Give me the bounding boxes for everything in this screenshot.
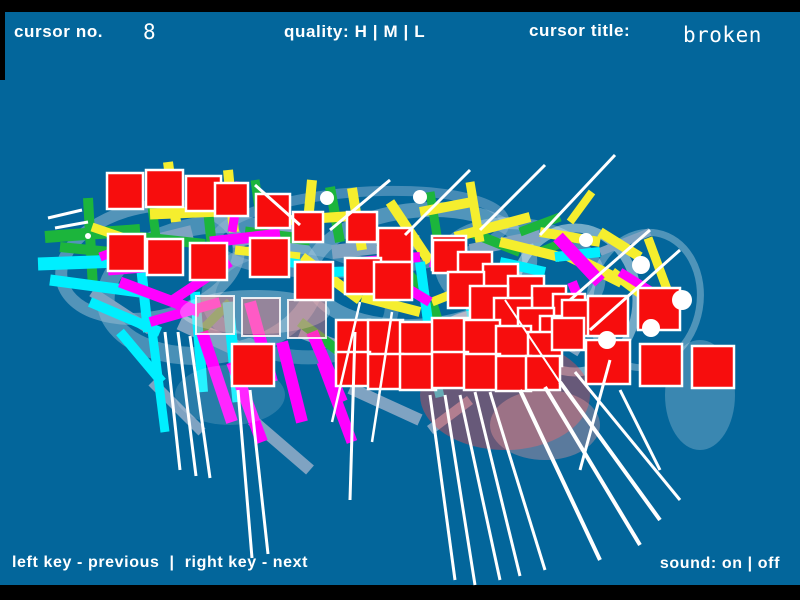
cursor-title-value: broken: [683, 23, 762, 47]
cursor-number-value: 8: [143, 20, 157, 44]
sound-toggle[interactable]: sound: on | off: [659, 555, 780, 572]
keyboard-nav-hint: left key - previous | right key - next: [12, 554, 309, 571]
cursor-title-label: cursor title:: [529, 21, 631, 40]
quality-toggle[interactable]: quality: H | M | L: [284, 22, 426, 41]
cursor-number-label: cursor no.: [14, 22, 104, 41]
